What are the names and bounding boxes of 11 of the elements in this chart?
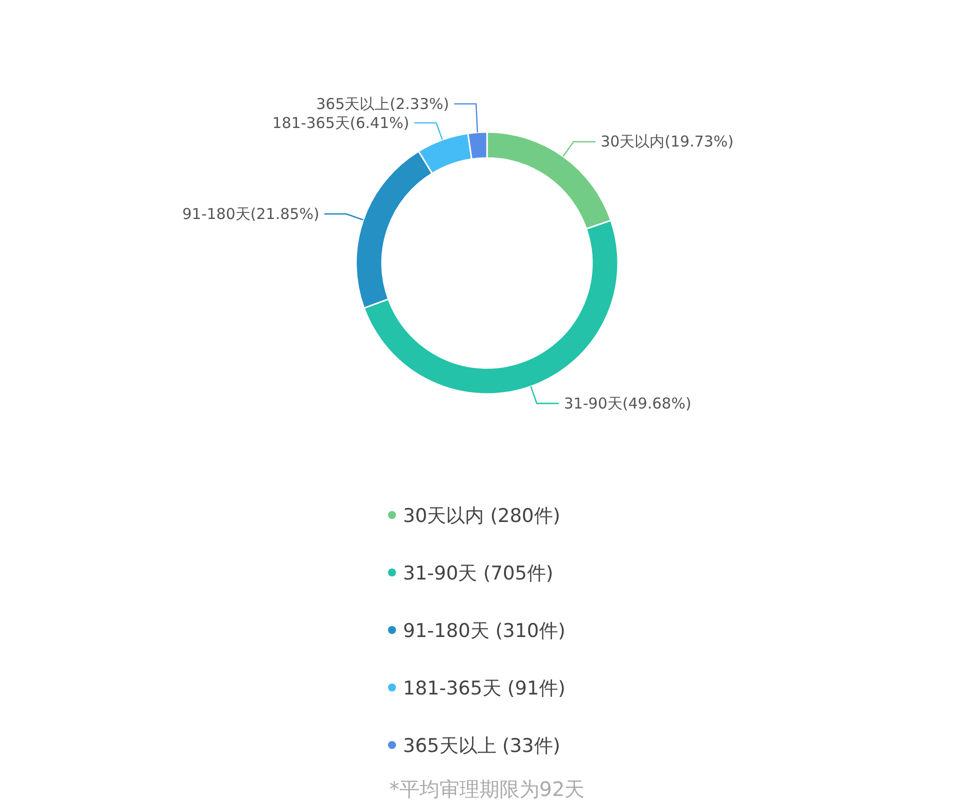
- text: 91-180天(21.85%): [182, 204, 320, 223]
- legend-label: 91-180天 (310件): [403, 620, 566, 642]
- text: 31-90天(49.68%): [564, 394, 692, 412]
- legend-label: 31-90天 (705件): [403, 562, 554, 584]
- legend-label: 30天以内 (280件): [403, 505, 560, 527]
- legend-label: 181-365天 (91件): [403, 678, 566, 700]
- text: 30天以内(19.73%): [600, 132, 734, 151]
- text: 181-365天(6.41%): [272, 114, 410, 132]
- legend-label: 365天以上 (33件): [403, 735, 560, 757]
- text: *平均审理期限为92天: [389, 777, 585, 801]
- text: 365天以上(2.33%): [316, 94, 450, 113]
